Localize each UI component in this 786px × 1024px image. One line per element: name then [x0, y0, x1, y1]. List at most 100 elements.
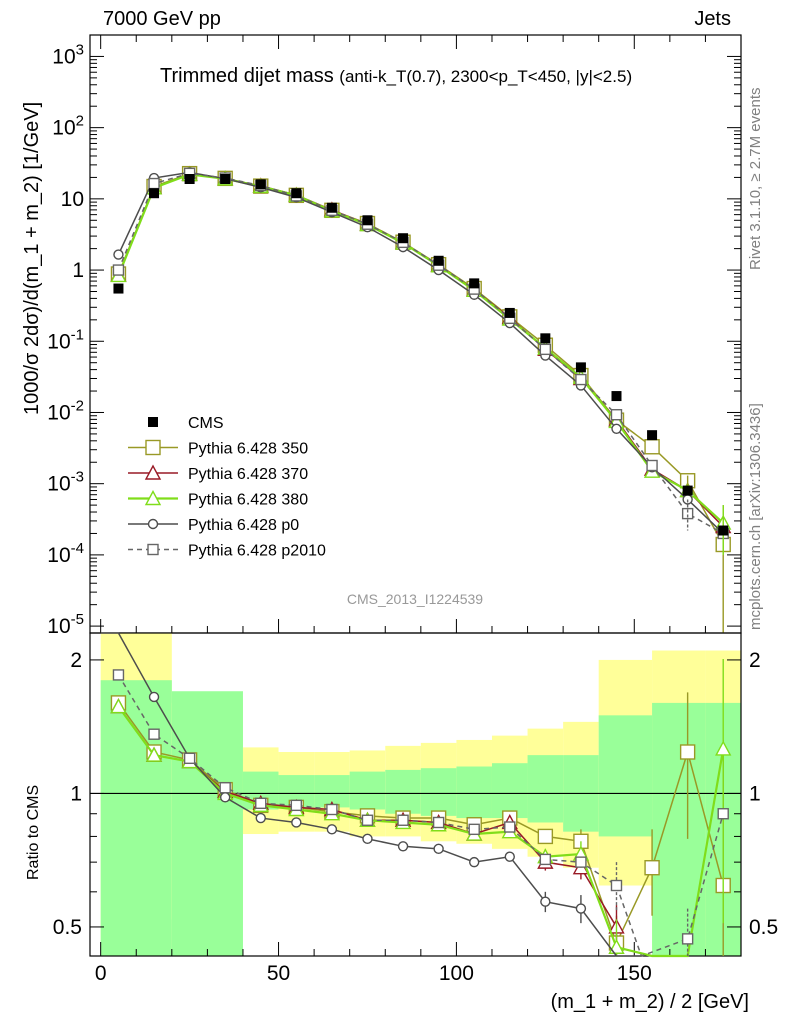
header-right: Jets — [694, 8, 731, 30]
data-point — [219, 782, 231, 794]
ratio-y-tick-label: 0.5 — [749, 916, 778, 939]
data-point — [608, 938, 625, 954]
data-point — [291, 817, 302, 828]
data-point — [112, 669, 125, 681]
y-tick-label: 10-2 — [47, 397, 84, 424]
data-point — [112, 264, 125, 276]
ratio-y-tick-label: 1 — [70, 782, 82, 805]
data-point — [540, 333, 551, 344]
data-point — [145, 746, 163, 762]
data-point — [326, 803, 338, 816]
ratio-pythia-6.428-p2010 — [112, 669, 729, 957]
legend-entry: Pythia 6.428 p0 — [128, 517, 299, 534]
ratio-y-tick-label: 0.5 — [53, 916, 82, 939]
data-point — [326, 824, 338, 835]
data-point — [113, 249, 124, 260]
data-point — [148, 728, 160, 740]
data-point — [290, 799, 303, 812]
data-point — [397, 814, 409, 826]
data-point — [611, 423, 622, 434]
data-point — [148, 417, 158, 427]
data-point — [110, 698, 127, 714]
legend-entry: Pythia 6.428 p2010 — [128, 543, 326, 560]
data-point — [575, 903, 587, 914]
data-point — [149, 188, 160, 199]
series-line — [117, 172, 724, 535]
data-point — [540, 896, 551, 907]
data-point — [326, 202, 337, 213]
chart-title: Trimmed dijet mass (anti-k_T(0.7), 2300<… — [160, 65, 632, 87]
band-green — [349, 771, 386, 810]
data-point — [144, 464, 162, 480]
x-tick-label: 0 — [95, 962, 107, 985]
band-green — [491, 763, 528, 819]
legend-entry: Pythia 6.428 380 — [128, 490, 308, 509]
data-point — [468, 856, 480, 868]
y-tick-label: 10 — [61, 188, 84, 211]
data-point — [715, 740, 732, 756]
data-point — [575, 856, 587, 868]
data-point — [144, 490, 162, 506]
data-point — [398, 233, 409, 244]
data-point — [681, 507, 694, 520]
band-green — [171, 691, 243, 956]
data-point — [219, 792, 231, 803]
series-line — [117, 172, 724, 545]
ratio-y-tick-label: 2 — [70, 649, 82, 672]
band-green — [456, 766, 492, 819]
legend-label: Pythia 6.428 380 — [188, 492, 308, 509]
data-point — [575, 373, 587, 386]
band-green — [652, 702, 706, 956]
legend-label: CMS — [188, 415, 224, 432]
data-point — [468, 823, 480, 836]
data-point — [504, 307, 515, 318]
data-point — [682, 485, 693, 496]
y-tick-label: 10-4 — [47, 540, 84, 567]
x-tick-label: 50 — [267, 962, 290, 985]
data-point — [575, 362, 586, 373]
data-point — [610, 409, 623, 421]
data-point — [681, 933, 694, 945]
legend-entry: Pythia 6.428 370 — [128, 464, 308, 483]
side-rivet: Rivet 3.1.10, ≥ 2.7M events — [747, 88, 764, 271]
watermark: CMS_2013_I1224539 — [347, 591, 483, 607]
data-point — [255, 812, 266, 824]
data-point — [255, 797, 267, 810]
y-tick-label: 10-3 — [47, 469, 84, 496]
ratio-y-tick-label: 1 — [749, 782, 761, 805]
legend-entry: CMS — [148, 415, 224, 432]
data-point — [539, 853, 552, 866]
data-point — [147, 543, 159, 556]
chart-title-main: Trimmed dijet mass — [160, 65, 334, 87]
legend: CMS Pythia 6.428 350 Pythia 6.428 370 Pythi… — [128, 415, 326, 560]
data-point — [291, 188, 302, 199]
data-point — [148, 691, 160, 703]
data-point — [647, 430, 658, 441]
data-point — [397, 841, 409, 852]
data-point — [717, 808, 729, 820]
band-green — [420, 768, 457, 816]
y-axis-label-main: 1000/σ 2dσ)/d(m_1 + m_2) [1/GeV] — [21, 102, 43, 415]
data-point — [147, 518, 159, 530]
x-tick-label: 150 — [617, 962, 652, 985]
ratio-y-tick-label: 2 — [749, 649, 761, 672]
chart-title-sub: (anti-k_T(0.7), 2300<p_T<450, |y|<2.5) — [339, 67, 632, 86]
data-point — [539, 343, 552, 356]
data-point — [646, 459, 658, 472]
ratio-pythia-6.428-p0 — [100, 632, 642, 957]
x-axis-label: (m_1 + m_2) / 2 [GeV] — [551, 991, 749, 1013]
legend-label: Pythia 6.428 370 — [188, 466, 308, 483]
data-point — [679, 744, 696, 760]
data-point — [433, 255, 444, 266]
data-point — [644, 860, 660, 876]
data-point — [504, 821, 516, 833]
band-green — [385, 769, 421, 814]
data-point — [220, 174, 231, 185]
y-tick-label: 10-5 — [47, 611, 84, 638]
series-cms — [113, 174, 729, 536]
header-left: 7000 GeV pp — [103, 8, 221, 30]
legend-label: Pythia 6.428 p2010 — [188, 543, 326, 560]
data-point — [433, 843, 444, 855]
data-point — [504, 851, 515, 862]
